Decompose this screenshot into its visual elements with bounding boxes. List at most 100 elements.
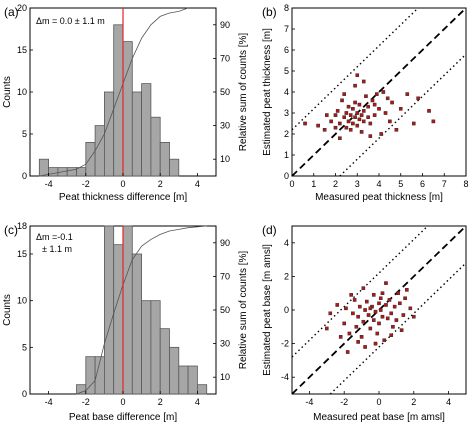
panel-b-point <box>361 79 366 84</box>
panel-b-point <box>353 100 357 105</box>
panel-a-bar <box>104 91 115 177</box>
panel-b-point <box>385 96 390 101</box>
panel-d-point <box>366 313 371 317</box>
panel-b-x-ticks: 0 1 2 3 4 5 6 7 8 <box>289 173 469 189</box>
panel-d-point <box>361 319 366 324</box>
panel-b-xtick-label: 1 <box>311 179 316 189</box>
panel-b-point <box>366 104 370 109</box>
panel-d-point <box>378 296 383 301</box>
panel-d-xtick-label: -4 <box>305 397 313 407</box>
panel-b-points <box>303 73 436 141</box>
panel-b-point <box>348 127 353 132</box>
panel-b-label: (b) <box>262 5 277 19</box>
panel-b-point <box>355 123 360 128</box>
panel-a-y2tick-label: 10 <box>220 154 230 164</box>
panel-b-ytick-label: 0 <box>284 171 289 181</box>
panel-a-xtick-label: 4 <box>195 179 200 189</box>
panel-a-y2tick-label: 90 <box>220 20 230 30</box>
panel-b-point <box>351 121 355 126</box>
panel-c-bar <box>122 225 133 395</box>
panel-c-y2tick-label: 90 <box>220 238 230 248</box>
panel-c-bar <box>104 225 115 395</box>
panel-d-point <box>387 298 392 302</box>
panel-c-bar <box>196 384 208 395</box>
panel-b-point <box>427 109 431 113</box>
panel-d-point <box>363 308 367 312</box>
panel-d-point <box>358 304 362 309</box>
panel-d-xlabel: Measured peat base [m amsl] <box>313 412 445 423</box>
panel-d-point <box>385 316 390 321</box>
panel-d-point <box>342 321 347 326</box>
panel-c-y2-ticks: 10 30 50 70 90 <box>213 238 230 382</box>
panel-c-bar <box>159 328 170 395</box>
panel-b-point <box>342 115 347 119</box>
panel-b-point <box>375 92 379 96</box>
panel-d-point <box>368 326 373 331</box>
panel-c-ylabel: Counts <box>2 294 13 326</box>
panel-b-xtick-label: 4 <box>376 179 381 189</box>
panel-d-point <box>405 288 409 292</box>
panel-a-y2tick-label: 50 <box>220 87 230 97</box>
panel-d-xtick-label: 4 <box>446 397 451 407</box>
panel-d-point <box>378 308 383 312</box>
panel-d-point <box>392 304 397 309</box>
panel-b-point <box>388 119 392 124</box>
panel-c-y-ticks: 0 5 10 15 18 <box>17 221 33 399</box>
panel-b-point <box>355 111 360 115</box>
panel-a-annotation: Δm = 0.0 ± 1.1 m <box>36 16 105 26</box>
panel-b-ytick-label: 6 <box>284 45 289 55</box>
panel-c-ytick-label: 15 <box>17 249 27 259</box>
panel-b-point <box>361 109 366 113</box>
panel-b-point <box>355 73 360 77</box>
panel-a-ytick-label: 10 <box>17 87 27 97</box>
panel-d-point <box>345 350 350 354</box>
panel-b-xtick-label: 2 <box>333 179 338 189</box>
panel-c-y2tick-label: 30 <box>220 339 230 349</box>
panel-c-y2tick-label: 70 <box>220 271 230 281</box>
panel-a-bar <box>38 158 49 177</box>
panel-a-bar <box>66 167 77 177</box>
panel-c-bar <box>113 244 124 395</box>
panel-b-point <box>416 96 420 101</box>
panel-b-point <box>361 119 366 124</box>
panel-d-point <box>403 296 407 301</box>
panel-c-bar <box>131 253 143 395</box>
panel-c-xlabel: Peat base difference [m] <box>69 412 177 423</box>
panel-b-point <box>340 98 344 103</box>
panel-a-ytick-label: 0 <box>22 171 27 181</box>
panel-d-point <box>377 301 381 306</box>
panel-d-point <box>325 326 329 331</box>
panel-c-xtick-label: -4 <box>45 397 53 407</box>
panel-b-point <box>322 127 327 132</box>
panel-b-point <box>338 136 342 141</box>
panel-d-point <box>382 338 387 343</box>
panel-a-xlabel: Peat thickness difference [m] <box>59 192 187 203</box>
panel-d-point <box>338 335 343 339</box>
panel-b-point <box>344 125 349 130</box>
panel-d-point <box>408 306 413 311</box>
panel-c-bar <box>169 346 180 395</box>
panel-d-point <box>371 318 376 322</box>
panel-c-y2tick-label: 50 <box>220 305 230 315</box>
panel-d-xtick-label: -2 <box>340 397 348 407</box>
panel-b-point <box>338 121 342 126</box>
panel-d-ylabel: Estimated peat base [m amsl] <box>262 244 273 376</box>
panel-b-xtick-label: 6 <box>420 179 425 189</box>
panel-b-ytick-label: 5 <box>284 66 289 76</box>
panel-d-point <box>335 303 340 307</box>
panel-c: (c) -4 -2 0 2 4 0 5 10 15 18 10 30 50 70 90 Δm =-0.1… <box>2 221 249 423</box>
panel-d-label: (d) <box>262 223 277 237</box>
panel-b-point <box>357 102 362 107</box>
panel-d-ytick-label: 0 <box>284 305 289 315</box>
panel-a-ylabel: Counts <box>2 76 13 108</box>
panel-a-bar <box>85 141 96 177</box>
panel-b-ylabel: Estimated peat thickness [m] <box>262 28 273 156</box>
panel-d-point <box>391 325 395 329</box>
panel-a-bar <box>150 116 161 177</box>
panel-b-point <box>377 106 381 111</box>
panel-b-point <box>329 119 333 124</box>
panel-d-point <box>352 298 357 302</box>
panel-d-point <box>380 291 385 296</box>
panel-b-point <box>381 90 386 94</box>
